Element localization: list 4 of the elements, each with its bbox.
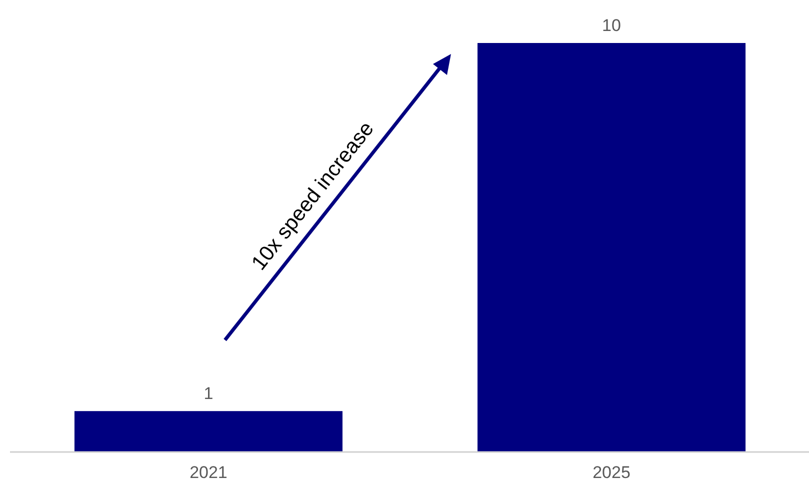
data-label: 10 (602, 16, 621, 35)
data-label: 1 (204, 384, 214, 404)
x-tick-label: 2025 (592, 463, 630, 482)
x-tick-label: 2021 (190, 463, 228, 482)
